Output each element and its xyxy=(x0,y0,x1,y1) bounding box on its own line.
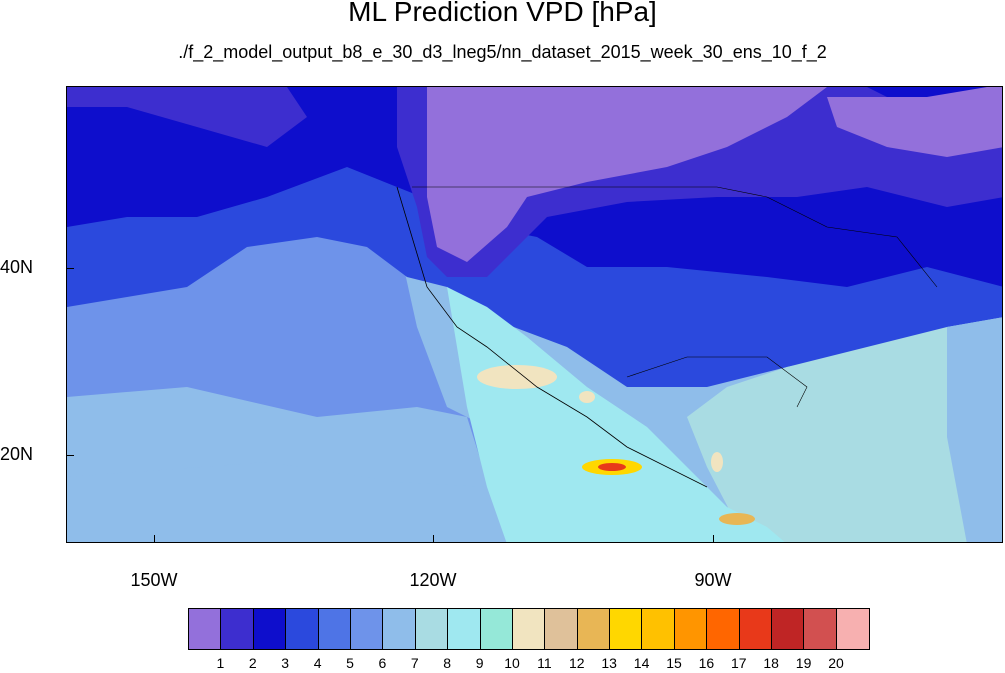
colorbar-swatch-0 xyxy=(189,609,222,649)
colorbar-swatch-14 xyxy=(642,609,675,649)
colorbar-label: 13 xyxy=(601,655,617,671)
x-label-90w: 90W xyxy=(694,570,732,590)
colorbar-swatch-2 xyxy=(253,609,287,649)
colorbar-swatch-9 xyxy=(480,609,513,649)
x-tick-90w xyxy=(713,535,714,543)
north-purple-region xyxy=(427,87,827,262)
colorbar-swatch-17 xyxy=(739,609,773,649)
vpd-map xyxy=(66,86,1003,543)
y-tick-40n xyxy=(66,268,74,269)
colorbar-label: 4 xyxy=(313,655,322,671)
y-label-40n: 40N xyxy=(0,257,34,277)
colorbar-swatch-13 xyxy=(610,609,643,649)
y-tick-20n xyxy=(66,455,74,456)
colorbar-swatch-19 xyxy=(804,609,837,649)
colorbar-label: 15 xyxy=(666,655,682,671)
colorbar-label: 18 xyxy=(763,655,779,671)
colorbar-label: 10 xyxy=(504,655,520,671)
colorbar-label: 14 xyxy=(633,655,650,671)
colorbar-label: 16 xyxy=(698,655,715,671)
colorbar-swatch-15 xyxy=(674,609,708,649)
colorbar xyxy=(188,608,871,650)
colorbar-swatch-6 xyxy=(383,609,416,649)
mexico-dry-region xyxy=(447,287,785,542)
colorbar-swatch-7 xyxy=(415,609,449,649)
colorbar-label: 19 xyxy=(795,655,812,671)
map-title: ML Prediction VPD [hPa] xyxy=(348,0,657,27)
colorbar-swatch-5 xyxy=(350,609,384,649)
coastline-line xyxy=(396,186,708,488)
map-subtitle: ./f_2_model_output_b8_e_30_d3_lneg5/nn_d… xyxy=(178,42,827,62)
colorbar-swatch-12 xyxy=(577,609,611,649)
colorbar-swatch-8 xyxy=(448,609,481,649)
gulf-coast-line xyxy=(626,356,808,408)
colorbar-swatch-4 xyxy=(318,609,351,649)
colorbar-label: 9 xyxy=(475,655,484,671)
colorbar-label: 20 xyxy=(828,655,844,671)
colorbar-swatch-18 xyxy=(772,609,805,649)
colorbar-swatch-11 xyxy=(545,609,578,649)
colorbar-label: 2 xyxy=(248,655,257,671)
x-label-150w: 150W xyxy=(130,570,178,590)
colorbar-swatch-1 xyxy=(221,609,254,649)
colorbar-swatch-10 xyxy=(512,609,546,649)
colorbar-label: 7 xyxy=(410,655,419,671)
colorbar-label: 17 xyxy=(731,655,747,671)
colorbar-swatch-3 xyxy=(286,609,319,649)
x-tick-150w xyxy=(154,535,155,543)
colorbar-label: 1 xyxy=(216,655,225,671)
y-label-20n: 20N xyxy=(0,444,34,464)
colorbar-label: 11 xyxy=(537,655,552,671)
vpd-contour-field xyxy=(67,87,1002,542)
colorbar-swatch-16 xyxy=(707,609,740,649)
colorbar-label: 12 xyxy=(569,655,585,671)
colorbar-swatch-20 xyxy=(836,609,870,649)
x-label-120w: 120W xyxy=(409,570,457,590)
colorbar-label: 3 xyxy=(281,655,290,671)
x-tick-120w xyxy=(433,535,434,543)
colorbar-label: 5 xyxy=(346,655,354,671)
baja-hotspot xyxy=(477,365,557,389)
colorbar-label: 8 xyxy=(443,655,452,671)
colorbar-label: 6 xyxy=(378,655,387,671)
gulf-atlantic-region xyxy=(687,317,1002,542)
